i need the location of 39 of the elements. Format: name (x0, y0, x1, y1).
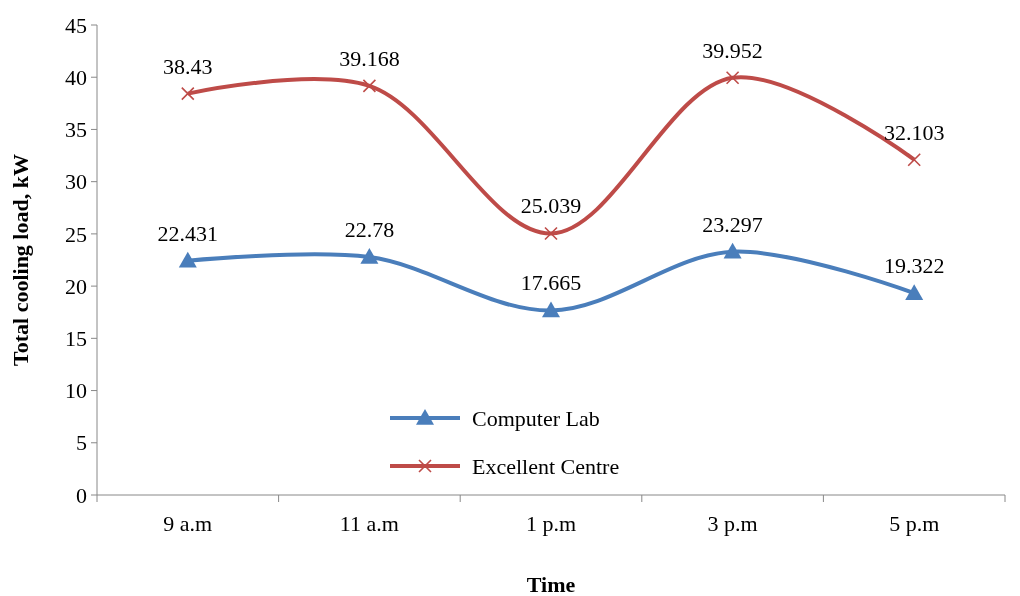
x-tick-label: 5 p.m (889, 511, 940, 536)
x-tick-label: 9 a.m (163, 511, 213, 536)
y-tick-label: 25 (65, 221, 87, 247)
y-tick-label: 10 (65, 378, 87, 404)
y-tick-label: 40 (65, 64, 87, 90)
x-tick-label: 1 p.m (525, 511, 577, 536)
data-label: 39.952 (702, 37, 763, 63)
point (178, 251, 197, 268)
y-tick-label: 5 (76, 430, 87, 456)
x-tick-label: 11 a.m (339, 511, 399, 536)
y-axis-title: Total cooling load, kW (8, 154, 33, 366)
data-label: 22.78 (344, 217, 395, 243)
point (542, 301, 560, 318)
y-tick-label: 30 (65, 169, 87, 195)
data-label: 17.665 (520, 270, 582, 296)
point (725, 70, 740, 85)
data-label: 25.039 (520, 193, 582, 219)
point (544, 226, 558, 241)
y-tick-label: 0 (76, 482, 87, 508)
y-tick-label: 15 (65, 326, 87, 352)
y-tick-label: 35 (65, 117, 87, 143)
y-tick-label: 45 (65, 12, 87, 38)
x-tick-label: 3 p.m (707, 511, 758, 536)
data-label: 39.168 (339, 45, 400, 71)
point (723, 242, 742, 259)
data-label: 19.322 (883, 253, 945, 279)
legend-label: Computer Lab (472, 405, 600, 431)
point (362, 79, 377, 93)
data-label: 23.297 (702, 211, 763, 237)
point (360, 248, 379, 264)
point (905, 284, 924, 300)
y-tick-label: 20 (65, 273, 87, 299)
data-label: 22.431 (157, 220, 219, 246)
data-label: 38.43 (163, 53, 213, 79)
point (907, 152, 921, 167)
x-axis-title: Time (526, 572, 576, 596)
legend-label: Excellent Centre (472, 453, 620, 479)
point (181, 86, 195, 101)
data-label: 32.103 (883, 119, 945, 145)
